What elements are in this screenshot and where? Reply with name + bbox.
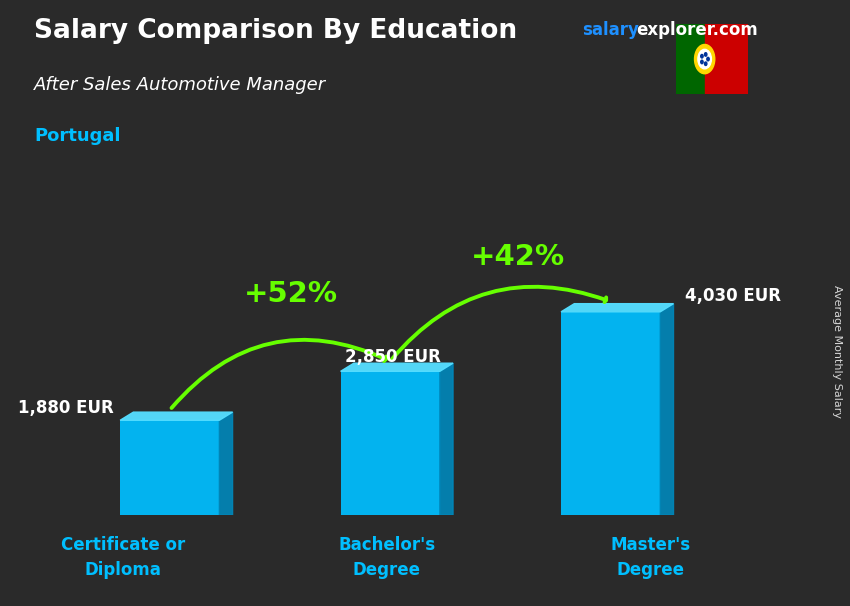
- Bar: [705, 24, 748, 94]
- Text: +52%: +52%: [244, 280, 338, 308]
- Circle shape: [700, 60, 703, 64]
- Bar: [341, 371, 439, 515]
- Text: Portugal: Portugal: [34, 127, 121, 145]
- Text: Bachelor's
Degree: Bachelor's Degree: [338, 536, 435, 579]
- Text: 1,880 EUR: 1,880 EUR: [18, 399, 114, 417]
- Polygon shape: [120, 412, 233, 420]
- Text: 2,850 EUR: 2,850 EUR: [345, 348, 441, 366]
- Polygon shape: [660, 304, 673, 515]
- Polygon shape: [561, 304, 673, 312]
- Text: salary: salary: [582, 21, 639, 39]
- Circle shape: [705, 62, 707, 65]
- Text: Master's
Degree: Master's Degree: [610, 536, 690, 579]
- Text: +42%: +42%: [471, 243, 565, 271]
- Bar: [561, 312, 660, 515]
- Circle shape: [700, 55, 703, 58]
- Text: Average Monthly Salary: Average Monthly Salary: [832, 285, 842, 418]
- Circle shape: [694, 44, 715, 74]
- Circle shape: [707, 58, 709, 61]
- Polygon shape: [439, 363, 453, 515]
- Bar: [676, 24, 705, 94]
- Text: explorer.com: explorer.com: [636, 21, 757, 39]
- Text: 4,030 EUR: 4,030 EUR: [684, 287, 780, 305]
- Text: After Sales Automotive Manager: After Sales Automotive Manager: [34, 76, 326, 94]
- Bar: [120, 420, 219, 515]
- Circle shape: [705, 53, 707, 56]
- Text: Certificate or
Diploma: Certificate or Diploma: [61, 536, 185, 579]
- Polygon shape: [219, 412, 233, 515]
- Polygon shape: [341, 363, 453, 371]
- Text: Salary Comparison By Education: Salary Comparison By Education: [34, 18, 517, 44]
- Circle shape: [698, 49, 711, 69]
